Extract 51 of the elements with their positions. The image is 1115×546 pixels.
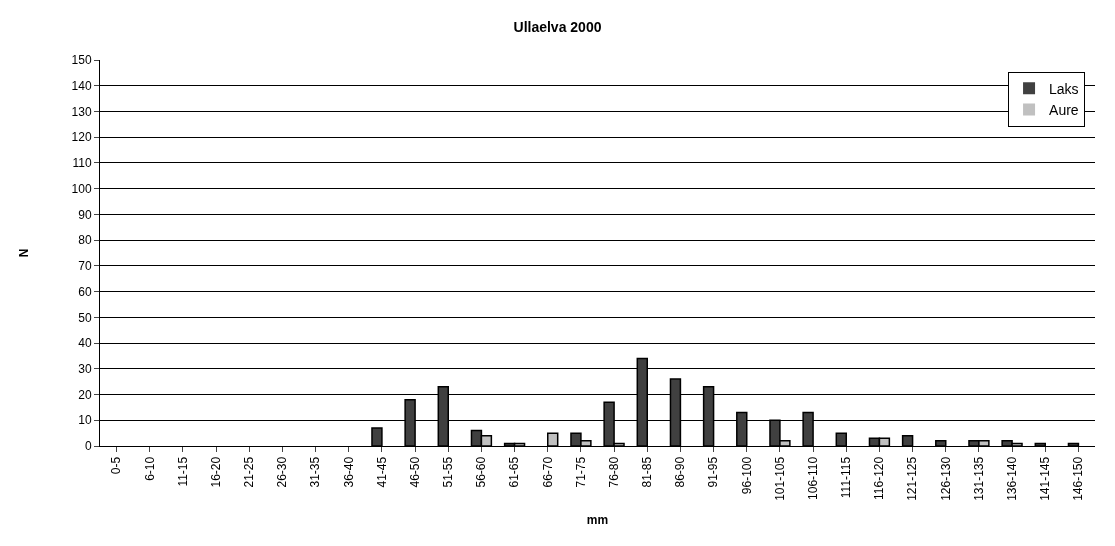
x-tick-label: 146-150: [1071, 456, 1086, 501]
legend-label: Laks: [1049, 80, 1079, 97]
x-tick-label: 36-40: [341, 456, 356, 488]
y-tick-label: 0: [84, 439, 92, 454]
x-tick-label: 61-65: [507, 456, 522, 488]
y-tick-label: 90: [78, 207, 92, 222]
y-tick-label: 20: [78, 387, 92, 402]
x-tick-label: 56-60: [474, 456, 489, 488]
y-tick-label: 50: [78, 310, 92, 325]
y-tick-label: 100: [71, 181, 92, 196]
x-tick-label: 51-55: [441, 456, 456, 488]
x-tick-label: 136-140: [1004, 456, 1019, 501]
x-tick-label: 41-45: [374, 456, 389, 488]
x-tick-label: 31-35: [308, 456, 323, 488]
y-tick-label: 120: [71, 130, 92, 145]
x-tick-label: 76-80: [606, 456, 621, 488]
x-tick-label: 71-75: [573, 456, 588, 488]
x-tick-label: 121-125: [905, 456, 920, 501]
x-tick-label: 26-30: [275, 456, 290, 488]
legend-label: Aure: [1049, 101, 1079, 118]
x-tick-label: 126-130: [938, 456, 953, 501]
x-tick-label: 131-135: [971, 456, 986, 501]
y-tick-label: 40: [78, 336, 92, 351]
x-tick-label: 0-5: [109, 456, 124, 475]
x-tick-label: 11-15: [175, 456, 190, 487]
x-tick-label: 96-100: [739, 456, 754, 495]
y-tick-label: 80: [78, 233, 92, 248]
x-tick-label: 16-20: [208, 456, 223, 488]
y-axis-title: N: [16, 248, 31, 258]
x-tick-label: 66-70: [540, 456, 555, 488]
x-tick-label: 111-115: [839, 456, 854, 499]
chart-title: Ullaelva 2000: [513, 18, 602, 35]
x-tick-label: 106-110: [805, 456, 820, 500]
x-tick-label: 46-50: [407, 456, 422, 488]
x-tick-label: 21-25: [242, 456, 257, 488]
y-tick-label: 130: [71, 104, 92, 119]
y-tick-label: 70: [78, 259, 92, 274]
x-tick-label: 86-90: [673, 456, 688, 488]
y-tick-label: 10: [78, 413, 92, 428]
y-tick-label: 150: [71, 53, 92, 68]
x-tick-label: 101-105: [772, 456, 787, 501]
x-tick-label: 141-145: [1038, 456, 1053, 501]
x-tick-label: 81-85: [640, 456, 655, 488]
y-tick-label: 60: [78, 284, 92, 299]
x-axis-title: mm: [586, 512, 609, 527]
x-tick-label: 91-95: [706, 456, 721, 488]
y-tick-label: 140: [71, 78, 92, 93]
y-tick-label: 110: [72, 156, 92, 171]
x-tick-label: 6-10: [142, 456, 157, 481]
x-tick-label: 116-120: [872, 456, 887, 500]
y-tick-label: 30: [78, 362, 92, 376]
